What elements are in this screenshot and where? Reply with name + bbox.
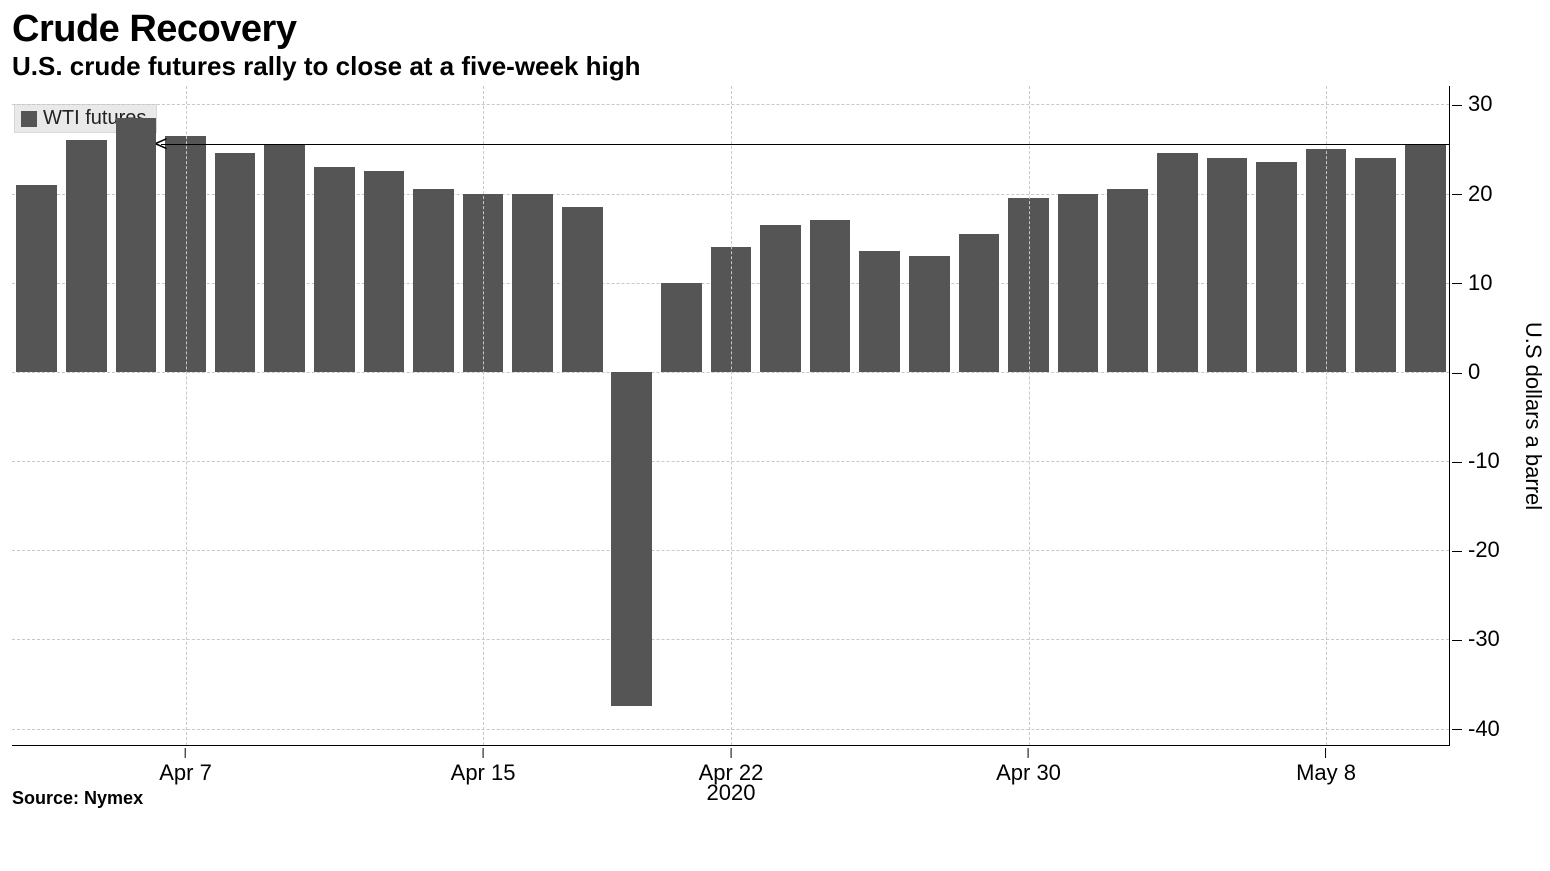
y-tick-label: -20 <box>1452 537 1500 563</box>
y-tick-label: 0 <box>1452 359 1480 385</box>
reference-line <box>161 144 1450 145</box>
y-tick-label: 20 <box>1452 181 1492 207</box>
y-tick-label: -40 <box>1452 716 1500 742</box>
chart-container: < -40-30-20-100102030 Apr 7Apr 15Apr 22A… <box>12 86 1522 786</box>
bar <box>264 144 305 371</box>
x-tick-label: May 8 <box>1296 748 1356 786</box>
reference-arrow-icon: < <box>155 133 168 155</box>
bar <box>413 189 454 372</box>
bar <box>1058 194 1099 372</box>
bar <box>760 225 801 372</box>
plot-area: < <box>12 86 1450 746</box>
bar <box>1107 189 1148 372</box>
bar <box>1355 158 1396 372</box>
bar <box>66 140 107 372</box>
bar <box>116 118 157 372</box>
x-axis-title: 2020 <box>707 780 756 806</box>
chart-title: Crude Recovery <box>12 10 1538 50</box>
bar <box>314 167 355 372</box>
bar <box>1157 153 1198 372</box>
chart-subtitle: U.S. crude futures rally to close at a f… <box>12 52 1538 81</box>
gridline-vertical <box>1029 86 1030 745</box>
y-tick-label: -10 <box>1452 448 1500 474</box>
bar <box>364 171 405 372</box>
bar <box>16 185 57 372</box>
gridline-vertical <box>483 86 484 745</box>
bar <box>810 220 851 372</box>
x-tick-label: Apr 30 <box>996 748 1061 786</box>
y-axis-title: U.S dollars a barrel <box>1520 322 1546 510</box>
x-tick-label: Apr 7 <box>159 748 212 786</box>
source-attribution: Source: Nymex <box>12 788 1538 809</box>
source-prefix: Source: <box>12 788 79 808</box>
x-tick-label: Apr 15 <box>451 748 516 786</box>
bar <box>859 251 900 371</box>
bar <box>512 194 553 372</box>
bar <box>661 283 702 372</box>
y-tick-label: 30 <box>1452 91 1492 117</box>
source-name: Nymex <box>84 788 143 808</box>
gridline-vertical <box>1326 86 1327 745</box>
bar <box>1405 144 1446 371</box>
bar <box>611 372 652 706</box>
gridline-vertical <box>731 86 732 745</box>
y-tick-label: 10 <box>1452 270 1492 296</box>
bar <box>562 207 603 372</box>
bar <box>1256 162 1297 372</box>
bar <box>215 153 256 372</box>
y-tick-label: -30 <box>1452 626 1500 652</box>
bar <box>909 256 950 372</box>
gridline-vertical <box>186 86 187 745</box>
bar <box>1207 158 1248 372</box>
bar <box>959 234 1000 372</box>
